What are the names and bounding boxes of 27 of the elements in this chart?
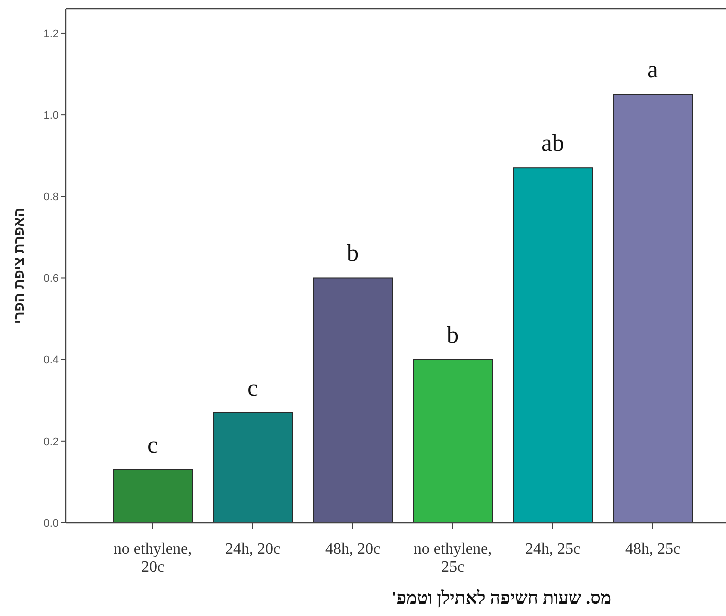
bar <box>313 278 393 524</box>
annotation: a <box>648 58 659 84</box>
x-tick-label: no ethylene, 25c <box>414 541 492 576</box>
y-tick-label: 0.6 <box>44 273 59 286</box>
x-tick-label: 48h, 25c <box>625 541 681 558</box>
bar <box>513 168 593 524</box>
x-axis-title: מס. שעות חשיפה לאתילן וטמפ' <box>392 588 612 608</box>
y-tick-label: 0.4 <box>44 354 59 367</box>
x-tick-label: 24h, 20c <box>225 541 281 558</box>
bar <box>213 412 293 524</box>
bar <box>613 94 693 524</box>
x-tick-label: no ethylene, 20c <box>114 541 192 576</box>
y-tick-label: 1.0 <box>44 110 59 122</box>
y-tick-label: 0.0 <box>44 518 59 530</box>
y-tick-label: 0.2 <box>44 436 59 448</box>
bar <box>113 469 193 524</box>
y-tick-label: 1.2 <box>44 28 59 40</box>
bar <box>413 359 493 524</box>
y-axis-title: האפרת ציפת הפרי <box>11 208 27 324</box>
x-tick-label: 24h, 25c <box>525 541 581 558</box>
annotation: c <box>148 432 158 459</box>
annotation: b <box>347 241 359 268</box>
x-tick-label: 48h, 20c <box>325 541 381 558</box>
y-tick-label: 0.8 <box>44 192 59 204</box>
annotation: c <box>248 376 258 402</box>
annotation: b <box>447 322 459 349</box>
annotation: ab <box>542 131 564 158</box>
